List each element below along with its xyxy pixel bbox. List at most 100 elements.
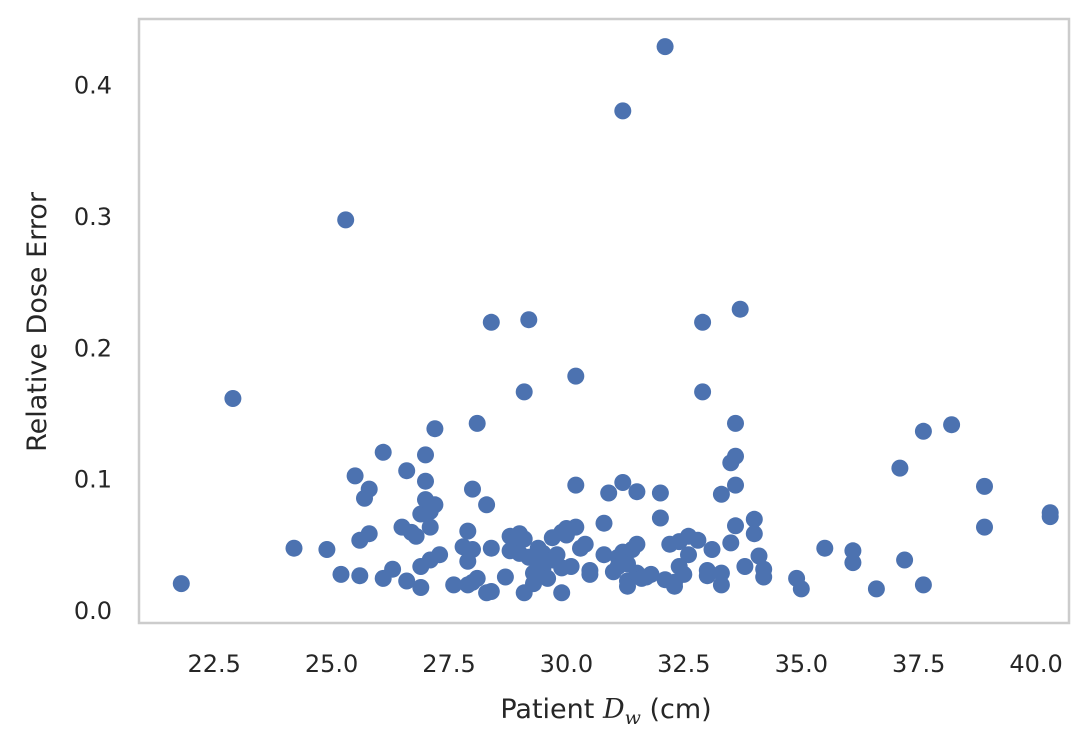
x-axis-label-suffix: (cm) bbox=[641, 694, 712, 725]
data-point-42 bbox=[478, 496, 496, 514]
data-point-83 bbox=[600, 484, 618, 502]
data-point-38 bbox=[464, 541, 481, 558]
x-tick-label: 35.0 bbox=[775, 650, 828, 678]
data-point-145 bbox=[976, 477, 993, 495]
data-point-19 bbox=[407, 527, 425, 545]
data-point-41 bbox=[468, 414, 486, 432]
data-point-131 bbox=[750, 547, 768, 565]
data-point-88 bbox=[614, 102, 632, 120]
data-point-141 bbox=[896, 551, 914, 569]
data-point-95 bbox=[628, 535, 646, 553]
data-point-142 bbox=[914, 422, 932, 440]
data-point-67 bbox=[548, 546, 566, 564]
data-point-109 bbox=[675, 565, 693, 583]
data-point-4 bbox=[332, 565, 350, 583]
data-point-55 bbox=[515, 530, 533, 548]
data-point-78 bbox=[576, 535, 594, 553]
data-point-143 bbox=[914, 576, 932, 594]
data-point-76 bbox=[567, 367, 585, 385]
data-point-110 bbox=[680, 546, 697, 564]
data-point-96 bbox=[628, 483, 646, 501]
data-point-3 bbox=[318, 541, 336, 558]
data-point-119 bbox=[712, 576, 730, 594]
data-point-135 bbox=[792, 580, 810, 598]
y-axis-label: Relative Dose Error bbox=[22, 191, 53, 452]
data-point-114 bbox=[694, 383, 712, 401]
data-point-16 bbox=[398, 462, 416, 480]
data-point-130 bbox=[745, 525, 763, 543]
data-point-14 bbox=[384, 560, 402, 578]
x-axis-label-symbol: D bbox=[602, 694, 625, 725]
data-point-75 bbox=[567, 476, 585, 494]
x-axis-label: Patient Dw (cm) bbox=[500, 694, 711, 729]
data-point-89 bbox=[614, 474, 632, 491]
x-tick-label: 37.5 bbox=[892, 650, 945, 678]
data-point-30 bbox=[426, 420, 444, 438]
data-point-26 bbox=[421, 518, 439, 536]
data-point-80 bbox=[581, 562, 599, 579]
x-tick-label: 30.0 bbox=[540, 650, 593, 678]
data-point-35 bbox=[459, 522, 477, 540]
data-point-12 bbox=[374, 443, 392, 461]
data-point-117 bbox=[703, 541, 721, 558]
data-point-17 bbox=[398, 572, 416, 590]
data-point-24 bbox=[417, 472, 434, 490]
x-tick-label: 40.0 bbox=[1009, 650, 1062, 678]
y-tick-label: 0.0 bbox=[74, 597, 112, 625]
data-point-116 bbox=[698, 562, 716, 579]
data-point-45 bbox=[482, 313, 500, 331]
data-point-99 bbox=[642, 565, 660, 583]
data-point-126 bbox=[727, 476, 744, 494]
data-point-25 bbox=[417, 446, 434, 464]
data-points bbox=[172, 38, 1059, 602]
data-point-56 bbox=[520, 311, 538, 329]
data-point-128 bbox=[736, 558, 754, 575]
data-point-32 bbox=[445, 576, 463, 594]
data-point-146 bbox=[976, 518, 993, 536]
data-point-136 bbox=[816, 539, 834, 557]
data-point-127 bbox=[731, 300, 749, 318]
x-tick-label: 27.5 bbox=[422, 650, 475, 678]
data-point-129 bbox=[745, 510, 763, 528]
x-tick-label: 32.5 bbox=[657, 650, 710, 678]
data-point-81 bbox=[595, 514, 613, 532]
data-point-148 bbox=[1041, 508, 1059, 526]
data-point-5 bbox=[337, 211, 355, 229]
data-point-120 bbox=[712, 485, 730, 503]
x-tick-label: 25.0 bbox=[305, 650, 358, 678]
data-point-138 bbox=[844, 554, 862, 572]
data-point-100 bbox=[651, 509, 669, 527]
data-point-37 bbox=[464, 480, 481, 498]
data-point-0 bbox=[172, 575, 190, 593]
data-point-101 bbox=[651, 484, 669, 502]
data-point-6 bbox=[346, 467, 364, 485]
data-point-53 bbox=[515, 383, 533, 401]
x-axis-label-prefix: Patient bbox=[500, 694, 603, 725]
data-point-140 bbox=[891, 459, 909, 477]
data-point-133 bbox=[755, 568, 773, 586]
data-point-64 bbox=[539, 569, 557, 587]
y-tick-label: 0.1 bbox=[74, 466, 112, 494]
data-point-121 bbox=[722, 534, 740, 552]
data-point-11 bbox=[360, 525, 378, 543]
data-point-112 bbox=[689, 531, 707, 549]
data-point-113 bbox=[694, 313, 712, 331]
data-point-124 bbox=[727, 517, 744, 535]
x-tick-label: 22.5 bbox=[187, 650, 240, 678]
data-point-2 bbox=[285, 539, 303, 557]
data-point-59 bbox=[525, 575, 542, 593]
data-point-73 bbox=[562, 558, 580, 575]
data-point-70 bbox=[553, 584, 571, 602]
x-axis-label-subscript: w bbox=[625, 707, 641, 729]
y-tick-labels: 0.0 0.1 0.2 0.3 0.4 bbox=[74, 72, 112, 625]
data-point-123 bbox=[727, 447, 744, 465]
data-point-74 bbox=[567, 518, 585, 536]
x-tick-labels: 22.5 25.0 27.5 30.0 32.5 35.0 37.5 40.0 bbox=[187, 650, 1062, 678]
data-point-125 bbox=[727, 414, 744, 432]
data-point-82 bbox=[595, 546, 613, 564]
data-point-31 bbox=[431, 546, 449, 564]
plot-frame bbox=[137, 17, 1071, 625]
data-point-22 bbox=[412, 579, 430, 596]
data-point-44 bbox=[482, 539, 500, 557]
